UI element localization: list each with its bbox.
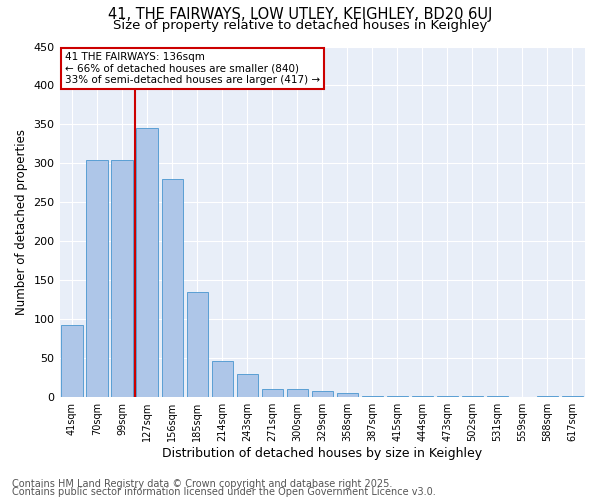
Text: 41, THE FAIRWAYS, LOW UTLEY, KEIGHLEY, BD20 6UJ: 41, THE FAIRWAYS, LOW UTLEY, KEIGHLEY, B…	[108, 8, 492, 22]
Bar	[387, 396, 408, 397]
Bar	[236, 374, 258, 397]
Bar	[362, 396, 383, 397]
Bar	[537, 396, 558, 397]
Y-axis label: Number of detached properties: Number of detached properties	[15, 129, 28, 315]
Bar	[412, 396, 433, 397]
Text: Contains HM Land Registry data © Crown copyright and database right 2025.: Contains HM Land Registry data © Crown c…	[12, 479, 392, 489]
Bar	[462, 396, 483, 397]
Text: 41 THE FAIRWAYS: 136sqm
← 66% of detached houses are smaller (840)
33% of semi-d: 41 THE FAIRWAYS: 136sqm ← 66% of detache…	[65, 52, 320, 85]
Bar	[187, 292, 208, 397]
Bar	[437, 396, 458, 397]
Bar	[311, 391, 333, 397]
Bar	[136, 128, 158, 397]
X-axis label: Distribution of detached houses by size in Keighley: Distribution of detached houses by size …	[162, 447, 482, 460]
Bar	[337, 392, 358, 397]
Bar	[112, 160, 133, 397]
Bar	[262, 388, 283, 397]
Bar	[287, 388, 308, 397]
Bar	[86, 160, 108, 397]
Text: Size of property relative to detached houses in Keighley: Size of property relative to detached ho…	[113, 18, 487, 32]
Bar	[212, 362, 233, 397]
Bar	[161, 179, 183, 397]
Bar	[61, 324, 83, 397]
Bar	[487, 396, 508, 397]
Text: Contains public sector information licensed under the Open Government Licence v3: Contains public sector information licen…	[12, 487, 436, 497]
Bar	[562, 396, 583, 397]
